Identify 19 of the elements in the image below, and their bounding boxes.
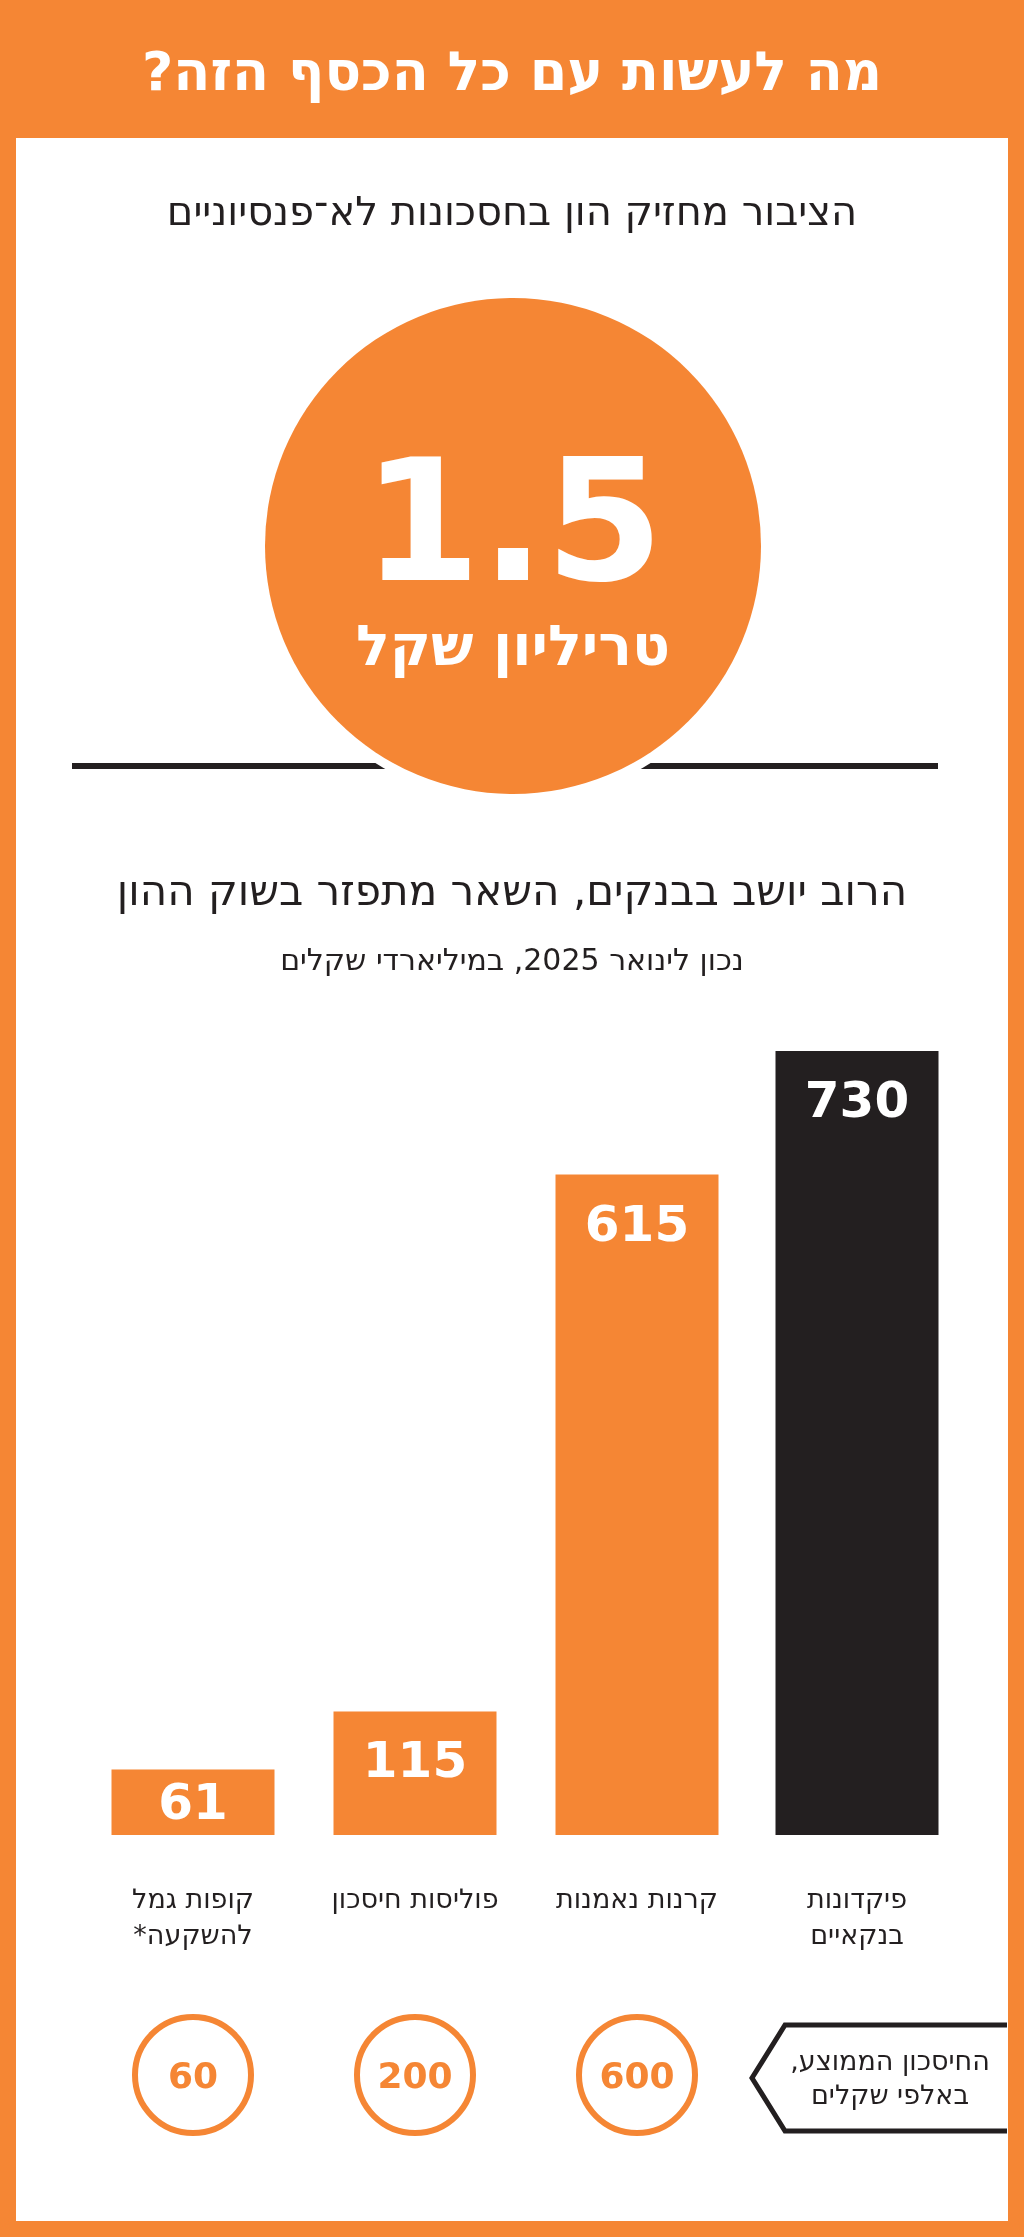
text: מה לעשות עם כל הכסף הזה? <box>142 40 882 103</box>
x-tick-label: קופות גמל להשקעה* <box>132 1883 254 1950</box>
chart-subtitle: נכון לינואר 2025, במיליארדי שקלים <box>280 942 744 977</box>
data-label: 615 <box>584 1194 690 1253</box>
data-label: 115 <box>362 1731 468 1790</box>
text: החיסכון הממוצע, באלפי שקלים <box>790 2045 990 2110</box>
bar <box>333 1711 497 1835</box>
text: הציבור מחזיק הון בחסכונות לא־פנסיוניים <box>166 188 858 234</box>
data-label: 60 <box>167 2055 219 2096</box>
data-label: 200 <box>377 2055 453 2096</box>
data-label: 600 <box>599 2055 675 2096</box>
x-tick-label: קרנות נאמנות <box>556 1883 718 1914</box>
bar <box>775 1051 939 1835</box>
bar <box>555 1174 719 1835</box>
chart-title: הרוב יושב בבנקים, השאר מתפזר בשוק ההון <box>116 866 908 915</box>
x-tick-label: פיקדונות בנקאיים <box>806 1883 908 1950</box>
data-label: 730 <box>804 1071 910 1129</box>
x-tick-label: פוליסות חיסכון <box>331 1883 499 1914</box>
data-label: 61 <box>158 1773 228 1832</box>
